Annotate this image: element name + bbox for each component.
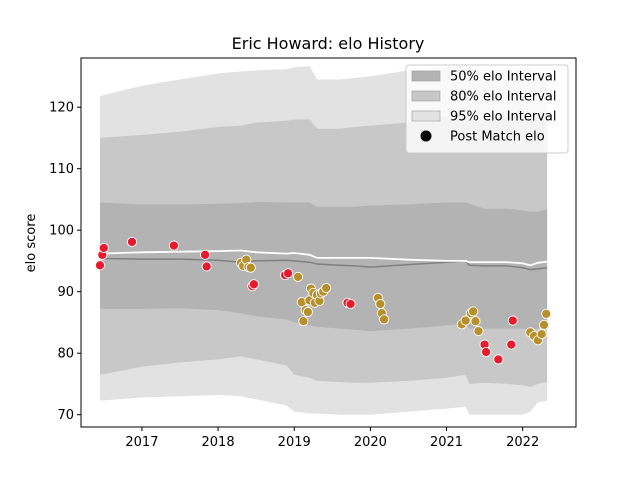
legend-swatch <box>411 70 441 82</box>
y-tick-label: 80 <box>57 347 74 362</box>
loss-point <box>298 316 309 327</box>
x-tick-label: 2018 <box>202 435 235 450</box>
win-point <box>94 260 106 271</box>
loss-point <box>473 326 484 337</box>
loss-point <box>302 306 313 318</box>
win-point <box>168 240 179 251</box>
win-point <box>200 249 211 260</box>
y-tick-label: 70 <box>57 408 74 423</box>
legend-swatch <box>411 110 441 122</box>
loss-point <box>292 271 304 282</box>
loss-point <box>468 306 479 317</box>
legend: 50% elo Interval 80% elo Interval 95% elo … <box>405 64 569 154</box>
loss-point <box>470 316 481 327</box>
legend-marker <box>420 130 432 142</box>
estimate-line <box>99 249 548 267</box>
loss-point <box>379 314 390 325</box>
legend-label: 50% elo Interval <box>450 70 557 85</box>
band-50 <box>100 201 548 332</box>
loss-point <box>541 308 552 319</box>
win-point <box>481 346 492 358</box>
median-line <box>99 257 548 271</box>
x-tick-label: 2019 <box>278 435 311 450</box>
legend-label: 95% elo Interval <box>450 110 557 125</box>
legend-box <box>405 64 569 154</box>
x-tick-label: 2022 <box>506 435 539 450</box>
loss-point <box>375 298 386 310</box>
x-tick-label: 2021 <box>430 435 463 450</box>
win-point <box>345 298 356 310</box>
y-tick-label: 120 <box>49 101 74 116</box>
loss-point <box>460 315 471 326</box>
win-point <box>506 339 517 350</box>
legend-label: 80% elo Interval <box>450 90 557 105</box>
win-point <box>126 236 138 247</box>
y-tick-label: 90 <box>57 285 74 300</box>
win-point <box>493 354 504 365</box>
win-point <box>248 279 259 290</box>
legend-swatch <box>411 90 441 102</box>
y-axis-label: elo score <box>24 214 39 273</box>
loss-point <box>538 319 550 330</box>
win-point <box>507 315 518 326</box>
win-point <box>283 268 294 279</box>
win-point <box>98 242 109 254</box>
chart-title: Eric Howard: elo History <box>232 34 425 53</box>
axes-frame <box>80 57 577 428</box>
loss-point <box>321 282 332 294</box>
win-point <box>201 261 212 272</box>
loss-point <box>245 262 256 273</box>
loss-point <box>536 329 547 340</box>
y-tick-label: 110 <box>49 162 74 177</box>
x-tick-label: 2017 <box>125 435 158 450</box>
y-tick-label: 100 <box>49 224 74 239</box>
x-tick-label: 2020 <box>354 435 387 450</box>
legend-label: Post Match elo <box>450 130 545 145</box>
axes: 2017 2018 2019 2020 2021 2022 70 80 90 100 110 120 <box>49 57 577 450</box>
